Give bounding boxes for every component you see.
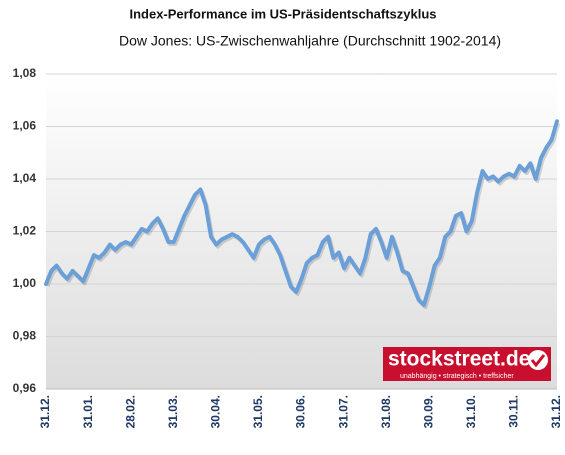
y-tick-label: 1,08 <box>13 66 37 80</box>
chart-title: Index-Performance im US-Präsidentschafts… <box>129 6 436 21</box>
line-shadow <box>45 122 561 309</box>
logo-check <box>530 354 546 368</box>
x-tick-label: 31.12. <box>38 395 52 428</box>
logo-icon <box>528 350 548 370</box>
logo-text: stockstreet.de <box>388 348 530 371</box>
x-tick-label: 31.05. <box>251 395 265 428</box>
y-tick-label: 1,00 <box>13 276 37 290</box>
x-tick-label: 31.01. <box>81 395 95 428</box>
x-tick-label: 30.06. <box>294 395 308 428</box>
x-tick-label: 30.09. <box>421 395 435 428</box>
x-tick-label: 31.08. <box>379 395 393 428</box>
x-tick-label: 30.04. <box>209 395 223 428</box>
y-tick-label: 0,98 <box>13 329 37 343</box>
y-tick-label: 1,02 <box>13 224 37 238</box>
x-tick-label: 31.07. <box>336 395 350 428</box>
x-tick-label: 30.11. <box>507 395 521 428</box>
data-line <box>44 119 559 307</box>
chart-subtitle: Dow Jones: US-Zwischenwahljahre (Durchsc… <box>119 33 501 49</box>
brand-logo: stockstreet.de unabhängig • strategisch … <box>383 347 551 381</box>
logo-box <box>383 347 551 381</box>
y-tick-label: 1,04 <box>13 171 37 185</box>
x-tick-label: 28.02. <box>123 395 137 428</box>
logo-tagline: unabhängig • strategisch • treffsicher <box>400 373 514 380</box>
y-tick-label: 1,06 <box>13 119 37 133</box>
y-tick-label: 0,96 <box>13 381 37 395</box>
x-tick-label: 31.10. <box>464 395 478 428</box>
x-tick-label: 31.12. <box>549 395 563 428</box>
x-tick-label: 31.03. <box>166 395 180 428</box>
